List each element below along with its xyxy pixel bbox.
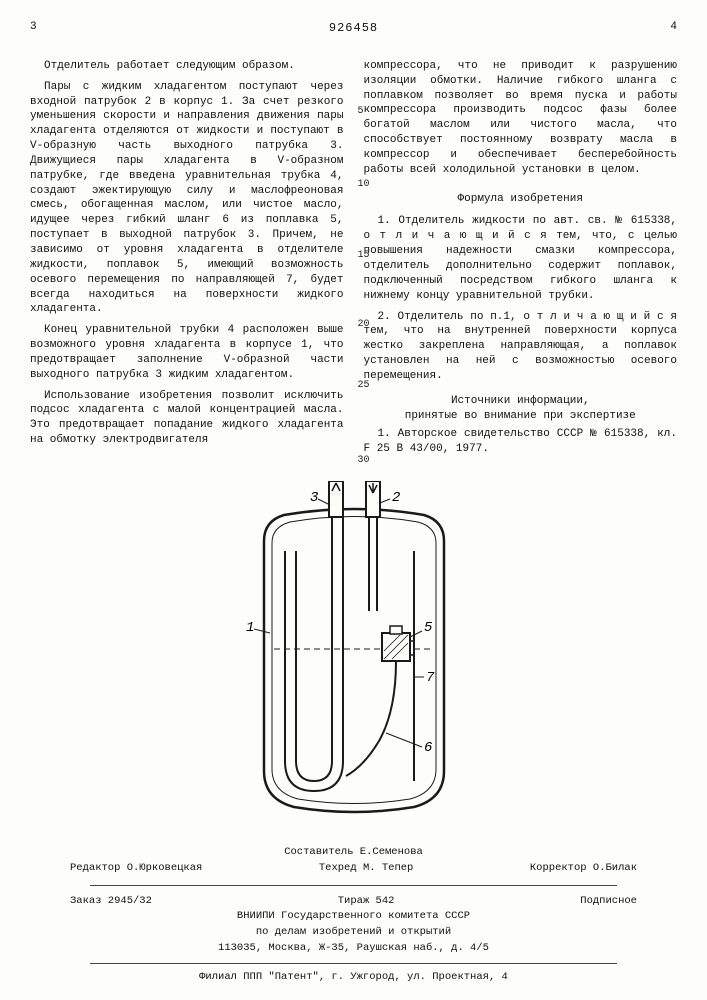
para: компрессора, что не приводит к разрушени… (364, 59, 678, 178)
sources-title: Источники информации, принятые во вниман… (364, 394, 678, 424)
para: Конец уравнительной трубки 4 расположен … (30, 323, 344, 382)
line-num: 20 (358, 318, 370, 332)
line-num: 5 (358, 105, 364, 119)
line-num: 25 (358, 379, 370, 393)
label-7: 7 (426, 670, 435, 686)
para: Отделитель работает следующим образом. (30, 59, 344, 74)
compiler: Составитель Е.Семенова (30, 845, 677, 861)
org-line: по делам изобретений и открытий (30, 925, 677, 941)
staff-row: Редактор О.Юрковецкая Техред М. Тепер Ко… (30, 861, 677, 877)
label-5: 5 (424, 620, 433, 636)
patent-page: 3 4 926458 Отделитель работает следующим… (0, 0, 707, 1000)
divider (90, 885, 617, 886)
filial: Филиал ППП "Патент", г. Ужгород, ул. Про… (30, 970, 677, 986)
left-column: Отделитель работает следующим образом. П… (30, 59, 344, 463)
para: Использование изобретения позволит исклю… (30, 389, 344, 448)
print-row: Заказ 2945/32 Тираж 542 Подписное (30, 894, 677, 910)
org-line: ВНИИПИ Государственного комитета СССР (30, 909, 677, 925)
page-num-left: 3 (30, 20, 37, 35)
colophon: Составитель Е.Семенова Редактор О.Юркове… (30, 845, 677, 985)
order-num: Заказ 2945/32 (70, 894, 152, 910)
subscription: Подписное (580, 894, 637, 910)
separator-diagram: 1 2 3 5 6 7 (214, 481, 494, 831)
float-top (390, 626, 402, 634)
tech-editor: Техред М. Тепер (319, 861, 414, 877)
label-3: 3 (310, 490, 318, 506)
editor: Редактор О.Юрковецкая (70, 861, 202, 877)
corrector: Корректор О.Билак (530, 861, 637, 877)
line-num: 30 (358, 454, 370, 468)
figure-container: 1 2 3 5 6 7 (30, 481, 677, 831)
page-num-right: 4 (670, 20, 677, 35)
label-2: 2 (392, 490, 400, 506)
source-ref: 1. Авторское свидетельство СССР № 615338… (364, 427, 678, 457)
label-6: 6 (424, 740, 432, 756)
text-columns: Отделитель работает следующим образом. П… (30, 59, 677, 463)
line-num: 15 (358, 249, 370, 263)
tiraz: Тираж 542 (338, 894, 395, 910)
document-number: 926458 (329, 20, 378, 36)
address: 113035, Москва, Ж-35, Раушская наб., д. … (30, 941, 677, 957)
flex-hose (346, 661, 396, 776)
claim: 1. Отделитель жидкости по авт. св. № 615… (364, 214, 678, 303)
divider (90, 963, 617, 964)
vessel-body (264, 509, 444, 812)
claim: 2. Отделитель по п.1, о т л и ч а ю щ и … (364, 310, 678, 384)
formula-title: Формула изобретения (364, 192, 678, 207)
para: Пары с жидким хладагентом поступают чере… (30, 80, 344, 318)
right-column: компрессора, что не приводит к разрушени… (364, 59, 678, 463)
pipe-out (329, 481, 343, 517)
label-1: 1 (246, 620, 254, 636)
v-tube-outer (285, 517, 343, 791)
line-num: 10 (358, 178, 370, 192)
